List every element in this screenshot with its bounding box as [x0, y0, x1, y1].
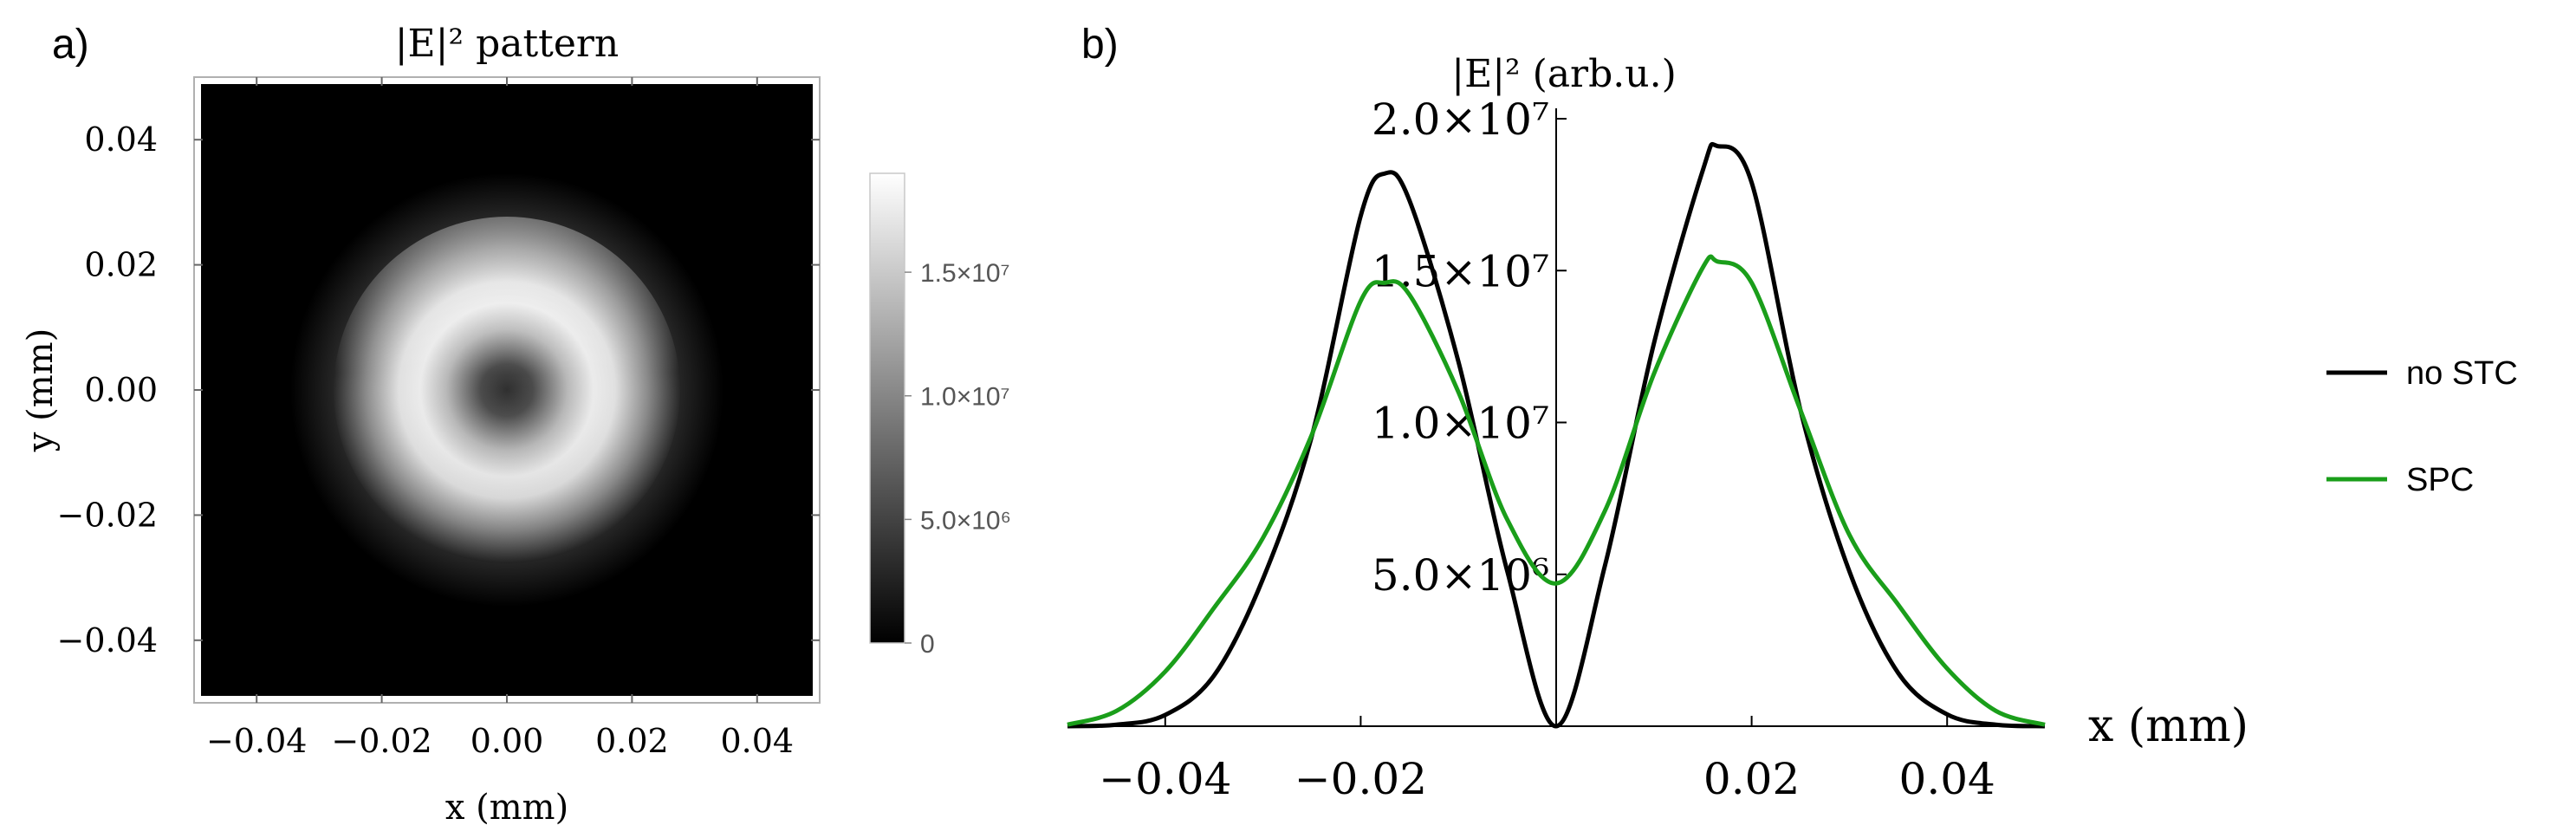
heatmap-ytick-label: 0.02	[84, 246, 158, 284]
heatmap-ytick-label: −0.02	[57, 496, 158, 534]
heatmap-ticks: −0.04 −0.02 0.00 0.02 0.040.040.020.00−0.02−…	[57, 77, 820, 760]
line-xtick-label: 0.02	[1703, 754, 1800, 804]
line-ytick-label: 5.0×10⁶	[1372, 550, 1549, 601]
line-ytick-label: 1.5×10⁷	[1372, 246, 1549, 296]
colorbar-tick-label: 1.5×10⁷	[920, 259, 1009, 288]
legend-item-no-stc: no STC	[2326, 355, 2518, 392]
heatmap-ytick-label: −0.04	[57, 621, 158, 659]
series-line-spc	[1067, 254, 2046, 727]
panel-label-a: a)	[52, 22, 89, 68]
colorbar-tick-label: 0	[920, 630, 935, 659]
colorbar-gradient	[869, 172, 905, 644]
line-ytick-label: 1.0×10⁷	[1372, 399, 1549, 449]
heatmap-panel: |E|² pattern x (mm) y (mm) −0.04 −0.02 0.0…	[21, 22, 821, 828]
heatmap-xlabel: x (mm)	[445, 788, 568, 828]
heatmap-ytick-label: 0.00	[84, 371, 158, 409]
colorbar: 0 5.0×10⁶ 1.0×10⁷ 1.5×10⁷	[869, 172, 1011, 659]
line-axes: −0.04 −0.02 0.02 0.04 5.0×10⁶ 1.0×10⁷ 1.5×10⁷ 2…	[1067, 94, 2045, 804]
line-ylabel: |E|² (arb.u.)	[1451, 52, 1676, 96]
heatmap-xtick-label: −0.02	[331, 722, 431, 760]
heatmap-ytick-label: 0.04	[84, 120, 158, 159]
line-series	[1067, 141, 2046, 729]
heatmap-xtick-label: 0.04	[720, 722, 794, 760]
colorbar-ticks: 0 5.0×10⁶ 1.0×10⁷ 1.5×10⁷	[905, 259, 1011, 659]
series-line-no-stc	[1067, 141, 2046, 729]
colorbar-tick-label: 5.0×10⁶	[920, 506, 1011, 535]
legend-label-no-stc: no STC	[2406, 355, 2518, 392]
line-ytick-label: 2.0×10⁷	[1372, 94, 1549, 145]
heatmap-xtick-label: −0.04	[206, 722, 307, 760]
heatmap-ring-top-emphasis	[334, 217, 680, 563]
legend: no STC SPC	[2326, 355, 2518, 498]
panel-label-b: b)	[1081, 22, 1119, 68]
heatmap-xtick-label: 0.00	[470, 722, 544, 760]
line-xtick-label: 0.04	[1899, 754, 1995, 804]
heatmap-ylabel: y (mm)	[21, 328, 61, 452]
line-xlabel: x (mm)	[2088, 700, 2248, 752]
heatmap-title: |E|² pattern	[395, 22, 620, 66]
line-xtick-label: −0.02	[1294, 754, 1427, 804]
line-xtick-label: −0.04	[1099, 754, 1231, 804]
legend-item-spc: SPC	[2326, 462, 2474, 498]
legend-label-spc: SPC	[2406, 462, 2474, 498]
heatmap-xtick-label: 0.02	[595, 722, 669, 760]
line-panel: −0.04 −0.02 0.02 0.04 5.0×10⁶ 1.0×10⁷ 1.5×10⁷ 2…	[1067, 52, 2248, 804]
colorbar-tick-label: 1.0×10⁷	[920, 383, 1009, 412]
